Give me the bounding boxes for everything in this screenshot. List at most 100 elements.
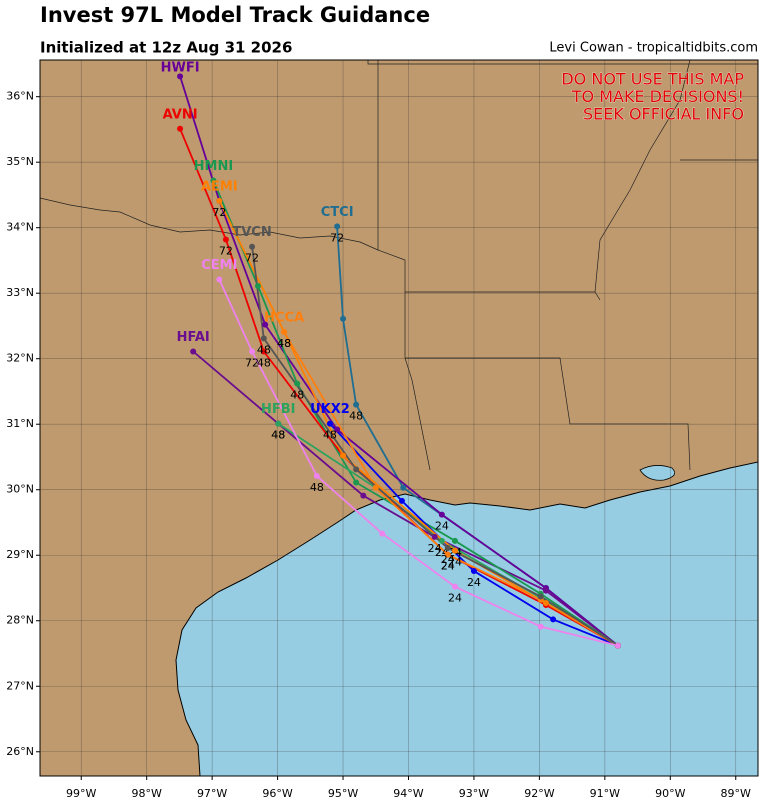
hour-label: 24 xyxy=(441,560,455,573)
y-tick-label: 34°N xyxy=(6,221,34,234)
track-point xyxy=(353,466,360,473)
track-point xyxy=(444,551,451,558)
track-point xyxy=(260,335,267,342)
hour-label: 24 xyxy=(448,556,462,569)
hour-label: 48 xyxy=(271,429,285,442)
model-label: AEMI xyxy=(201,179,238,194)
track-point xyxy=(451,547,458,554)
model-label: HCCA xyxy=(264,310,304,325)
x-tick-label: 95°W xyxy=(328,787,358,800)
tracks: 4872242448244824482448244872244872244824… xyxy=(161,61,621,649)
basemap xyxy=(40,60,758,776)
hour-label: 24 xyxy=(467,576,481,589)
model-label: CTCI xyxy=(321,205,354,220)
x-tick-label: 93°W xyxy=(459,787,489,800)
track-point xyxy=(398,497,405,504)
y-tick-label: 27°N xyxy=(6,679,34,692)
track-point xyxy=(542,587,549,594)
track-point xyxy=(216,276,223,283)
x-tick-label: 90°W xyxy=(655,787,685,800)
track-point xyxy=(275,420,282,427)
track-point xyxy=(210,177,217,184)
track-point xyxy=(254,283,261,290)
x-tick-label: 96°W xyxy=(262,787,292,800)
track-point xyxy=(260,348,267,355)
track-point xyxy=(400,484,407,491)
hour-label: 48 xyxy=(277,337,291,350)
hour-label: 48 xyxy=(310,481,324,494)
map-frame xyxy=(39,59,759,777)
track-point xyxy=(431,533,438,540)
track-point xyxy=(451,537,458,544)
model-label: HFBI xyxy=(261,402,296,417)
y-tick-label: 26°N xyxy=(6,745,34,758)
track-point xyxy=(249,243,256,250)
model-label: AVNI xyxy=(163,107,198,122)
track-point xyxy=(216,197,223,204)
warning-text: DO NOT USE THIS MAP xyxy=(561,70,744,89)
lake xyxy=(639,465,676,481)
track-point xyxy=(177,125,184,132)
hour-label: 48 xyxy=(271,429,285,442)
track-point xyxy=(326,420,333,427)
track-point xyxy=(438,537,445,544)
track-point xyxy=(177,73,184,80)
track-point xyxy=(542,600,549,607)
y-tick-label: 31°N xyxy=(6,417,34,430)
hour-label: 72 xyxy=(245,252,259,265)
track-point xyxy=(340,452,347,459)
hour-label: 24 xyxy=(435,520,449,533)
x-tick-label: 97°W xyxy=(197,787,227,800)
hour-label: 24 xyxy=(441,560,455,573)
y-tick-label: 33°N xyxy=(6,286,34,299)
hour-label: 24 xyxy=(441,553,455,566)
track-point xyxy=(334,223,341,230)
track-point xyxy=(379,530,386,537)
y-tick-label: 28°N xyxy=(6,614,34,627)
y-tick-label: 35°N xyxy=(6,155,34,168)
model-label: HMNI xyxy=(194,159,234,174)
hour-label: 48 xyxy=(290,389,304,402)
track-point xyxy=(360,492,367,499)
track-point xyxy=(190,348,197,355)
track-point xyxy=(537,623,544,630)
x-tick-label: 92°W xyxy=(524,787,554,800)
x-tick-label: 89°W xyxy=(721,787,751,800)
x-tick-label: 99°W xyxy=(66,787,96,800)
track-point xyxy=(537,593,544,600)
track-point xyxy=(340,315,347,322)
track-point xyxy=(262,321,269,328)
track-point xyxy=(353,479,360,486)
hour-label: 24 xyxy=(428,542,442,555)
track-point xyxy=(550,616,557,623)
model-label: UKX2 xyxy=(310,402,350,417)
model-label: HFAI xyxy=(177,330,210,345)
track-point xyxy=(281,328,288,335)
hour-label: 48 xyxy=(349,410,363,423)
subtitle: Initialized at 12z Aug 31 2026 xyxy=(40,39,292,57)
y-tick-label: 29°N xyxy=(6,548,34,561)
model-label: CEMI xyxy=(201,258,237,273)
warning-text: SEEK OFFICIAL INFO xyxy=(583,105,744,124)
hour-label: 48 xyxy=(323,429,337,442)
x-tick-label: 94°W xyxy=(393,787,423,800)
track-point xyxy=(249,348,256,355)
track-point xyxy=(294,380,301,387)
warning-text: TO MAKE DECISIONS! xyxy=(571,87,744,106)
track-point xyxy=(444,545,451,552)
hour-label: 48 xyxy=(257,343,271,356)
track-line xyxy=(251,246,619,647)
track-point xyxy=(451,583,458,590)
y-tick-label: 30°N xyxy=(6,483,34,496)
track-line xyxy=(192,350,619,647)
hour-label: 24 xyxy=(448,592,462,605)
x-tick-label: 98°W xyxy=(131,787,161,800)
track-point xyxy=(334,426,341,433)
x-tick-label: 91°W xyxy=(590,787,620,800)
track-point xyxy=(353,401,360,408)
title: Invest 97L Model Track Guidance xyxy=(40,3,430,27)
hour-label: 48 xyxy=(257,357,271,370)
track-point xyxy=(313,472,320,479)
